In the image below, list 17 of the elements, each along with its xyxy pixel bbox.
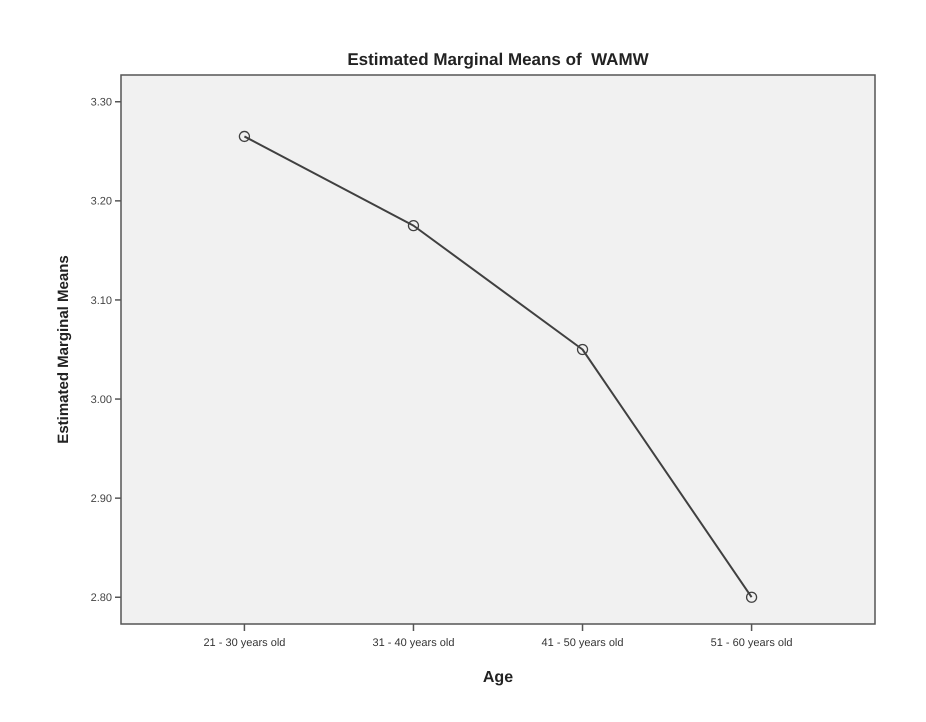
- y-tick-label: 2.80: [90, 592, 112, 604]
- y-axis-title: Estimated Marginal Means: [55, 255, 72, 444]
- y-tick-label: 3.20: [90, 196, 112, 208]
- y-tick-label: 2.90: [90, 492, 112, 505]
- point: [576, 344, 588, 356]
- x-tick-label: 31 - 40 years old: [372, 637, 454, 649]
- y-tick-label: 3.00: [90, 394, 112, 406]
- point: [408, 220, 420, 232]
- y-tick-label: 3.10: [90, 294, 112, 307]
- point: [238, 130, 250, 142]
- y-tick-label: 3.30: [90, 96, 112, 109]
- point: [746, 592, 758, 603]
- x-tick-label: 41 - 50 years old: [542, 637, 624, 649]
- x-tick-label: 51 - 60 years old: [710, 637, 793, 649]
- x-axis-title: Age: [482, 669, 514, 686]
- x-tick-label: 21 - 30 years old: [203, 637, 286, 649]
- chart-title: Estimated Marginal Means of WAMW: [347, 50, 650, 69]
